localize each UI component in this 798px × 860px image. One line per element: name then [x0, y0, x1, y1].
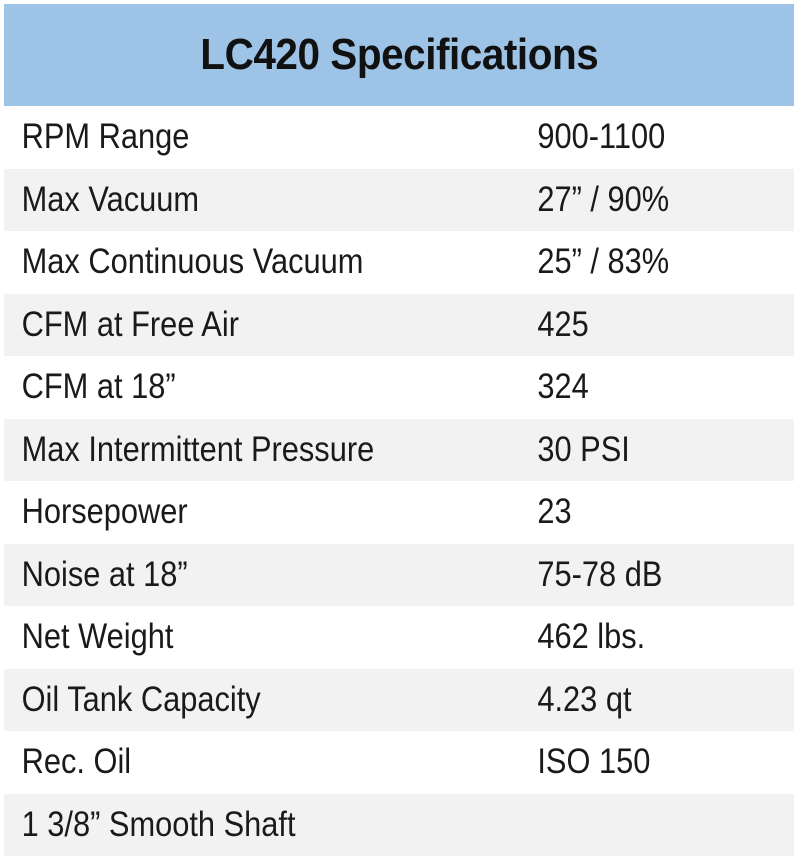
- spec-rows: RPM Range 900-1100 Max Vacuum 27” / 90% …: [4, 106, 794, 856]
- table-row: Oil Tank Capacity 4.23 qt: [4, 668, 794, 731]
- table-row: Horsepower 23: [4, 481, 794, 544]
- table-row: Net Weight 462 lbs.: [4, 606, 794, 669]
- spec-value: 25” / 83%: [537, 242, 670, 282]
- table-row: Noise at 18” 75-78 dB: [4, 543, 794, 606]
- table-row: CFM at Free Air 425: [4, 293, 794, 356]
- spec-value: 30 PSI: [537, 429, 630, 469]
- spec-value: 27” / 90%: [537, 179, 670, 219]
- table-row: RPM Range 900-1100: [4, 106, 794, 169]
- spec-label: Oil Tank Capacity: [21, 679, 261, 719]
- spec-label: CFM at 18”: [21, 367, 176, 407]
- spec-label: Noise at 18”: [21, 554, 188, 594]
- spec-label: 1 3/8” Smooth Shaft: [21, 804, 296, 844]
- spec-label: Max Intermittent Pressure: [21, 429, 375, 469]
- table-title: LC420 Specifications: [199, 30, 598, 79]
- table-row: Max Continuous Vacuum 25” / 83%: [4, 231, 794, 294]
- spec-value: 425: [537, 304, 589, 344]
- spec-label: Max Continuous Vacuum: [21, 242, 364, 282]
- spec-table: LC420 Specifications RPM Range 900-1100 …: [4, 4, 794, 856]
- spec-label: Horsepower: [21, 492, 188, 532]
- spec-value: 324: [537, 367, 589, 407]
- spec-label: CFM at Free Air: [21, 304, 239, 344]
- spec-value: 4.23 qt: [537, 679, 632, 719]
- spec-label: Net Weight: [21, 617, 174, 657]
- table-row: Rec. Oil ISO 150: [4, 731, 794, 794]
- table-row: Max Intermittent Pressure 30 PSI: [4, 418, 794, 481]
- spec-value: 462 lbs.: [537, 617, 646, 657]
- table-row: CFM at 18” 324: [4, 356, 794, 419]
- spec-value: 75-78 dB: [537, 554, 663, 594]
- spec-value: 900-1100: [537, 117, 666, 157]
- table-row: Max Vacuum 27” / 90%: [4, 168, 794, 231]
- table-header: LC420 Specifications: [4, 4, 794, 106]
- spec-label: RPM Range: [21, 117, 190, 157]
- spec-value: 23: [537, 492, 572, 532]
- table-row: 1 3/8” Smooth Shaft: [4, 793, 794, 856]
- spec-value: ISO 150: [537, 742, 651, 782]
- spec-label: Max Vacuum: [21, 179, 200, 219]
- spec-label: Rec. Oil: [21, 742, 132, 782]
